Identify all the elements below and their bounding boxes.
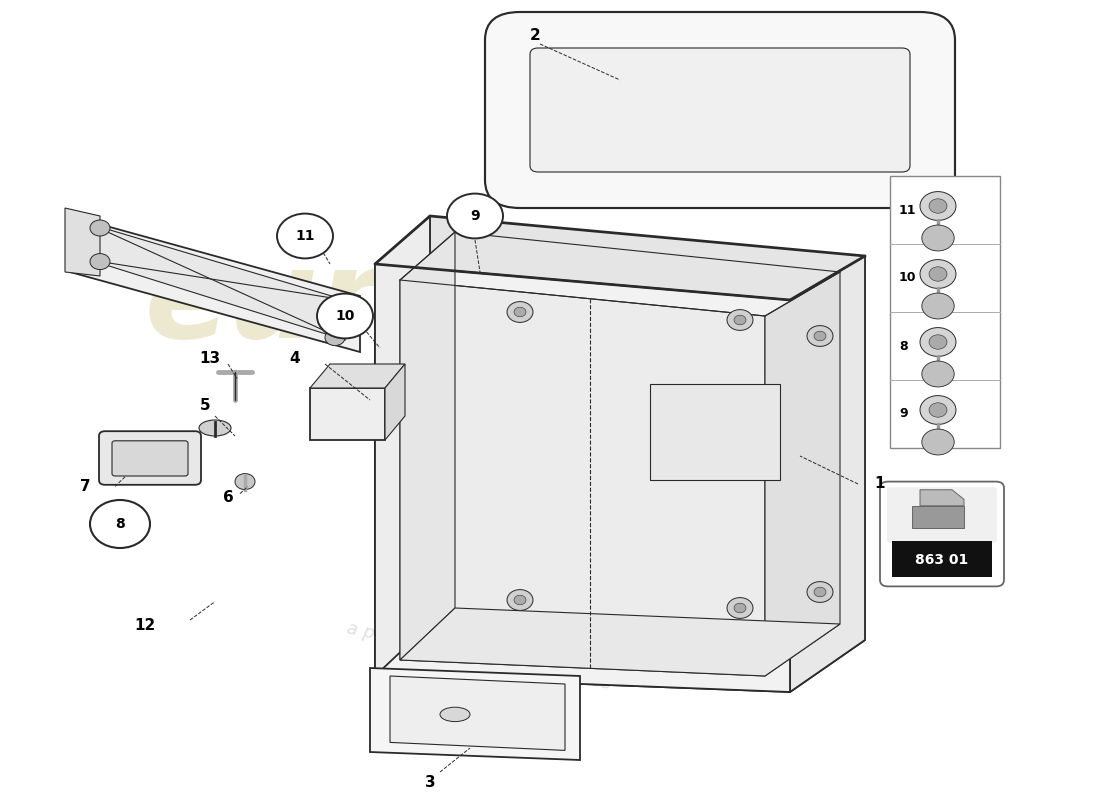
FancyBboxPatch shape — [887, 487, 997, 542]
Polygon shape — [764, 272, 840, 676]
Circle shape — [734, 315, 746, 325]
Circle shape — [235, 474, 255, 490]
Polygon shape — [90, 224, 345, 340]
Circle shape — [930, 334, 947, 349]
Text: 11: 11 — [899, 203, 916, 217]
Polygon shape — [400, 608, 840, 676]
Polygon shape — [370, 668, 580, 760]
Circle shape — [317, 294, 373, 338]
Polygon shape — [385, 364, 405, 440]
Text: res: res — [590, 243, 811, 365]
Polygon shape — [390, 676, 565, 750]
Text: 11: 11 — [295, 229, 315, 243]
Polygon shape — [310, 364, 405, 388]
FancyBboxPatch shape — [880, 482, 1004, 586]
Text: 6: 6 — [222, 490, 233, 505]
Circle shape — [920, 395, 956, 424]
Circle shape — [514, 307, 526, 317]
Circle shape — [727, 310, 754, 330]
Circle shape — [922, 225, 954, 251]
Text: 4: 4 — [289, 351, 300, 366]
Polygon shape — [790, 256, 865, 692]
Circle shape — [324, 330, 345, 346]
Circle shape — [930, 198, 947, 214]
Circle shape — [922, 361, 954, 387]
Polygon shape — [310, 388, 385, 440]
Polygon shape — [650, 384, 780, 480]
Text: 9: 9 — [470, 209, 480, 223]
Text: 10: 10 — [899, 271, 916, 285]
Text: 2: 2 — [529, 29, 540, 43]
Circle shape — [930, 266, 947, 281]
Polygon shape — [375, 624, 865, 692]
Circle shape — [920, 192, 956, 220]
Circle shape — [90, 220, 110, 236]
Text: pa: pa — [393, 243, 566, 365]
Polygon shape — [375, 216, 430, 676]
Circle shape — [514, 595, 526, 605]
Circle shape — [920, 259, 956, 288]
Circle shape — [324, 296, 345, 312]
Polygon shape — [400, 280, 764, 676]
Circle shape — [814, 587, 826, 597]
Text: 12: 12 — [134, 618, 155, 633]
Text: 10: 10 — [336, 309, 354, 323]
Circle shape — [734, 603, 746, 613]
Polygon shape — [920, 490, 964, 506]
Circle shape — [930, 402, 947, 417]
Text: 7: 7 — [79, 479, 90, 494]
Polygon shape — [70, 216, 360, 352]
Text: eur: eur — [144, 243, 380, 365]
Circle shape — [447, 194, 503, 238]
FancyBboxPatch shape — [530, 48, 910, 172]
Polygon shape — [890, 176, 1000, 448]
FancyBboxPatch shape — [112, 441, 188, 476]
Text: O: O — [379, 243, 486, 365]
Text: 863 01: 863 01 — [915, 553, 969, 566]
Circle shape — [814, 331, 826, 341]
Circle shape — [277, 214, 333, 258]
Circle shape — [727, 598, 754, 618]
Polygon shape — [430, 216, 865, 640]
Polygon shape — [912, 506, 964, 528]
Text: 5: 5 — [200, 398, 210, 413]
Polygon shape — [400, 232, 455, 660]
Circle shape — [922, 429, 954, 455]
Circle shape — [920, 328, 956, 357]
Circle shape — [90, 254, 110, 270]
Text: 3: 3 — [425, 775, 436, 790]
Text: 8: 8 — [116, 517, 125, 531]
Polygon shape — [65, 208, 100, 276]
FancyBboxPatch shape — [485, 12, 955, 208]
Text: 1: 1 — [874, 477, 886, 491]
Circle shape — [922, 293, 954, 319]
Ellipse shape — [199, 420, 231, 436]
Circle shape — [807, 326, 833, 346]
Polygon shape — [375, 264, 790, 692]
Circle shape — [807, 582, 833, 602]
Circle shape — [507, 302, 534, 322]
Text: 9: 9 — [899, 407, 907, 421]
Circle shape — [90, 500, 150, 548]
Text: 8: 8 — [899, 339, 907, 353]
FancyBboxPatch shape — [99, 431, 201, 485]
Text: a passion for parts since 1985: a passion for parts since 1985 — [345, 619, 615, 693]
Circle shape — [507, 590, 534, 610]
Ellipse shape — [440, 707, 470, 722]
Text: 13: 13 — [199, 351, 221, 366]
Polygon shape — [892, 542, 992, 577]
